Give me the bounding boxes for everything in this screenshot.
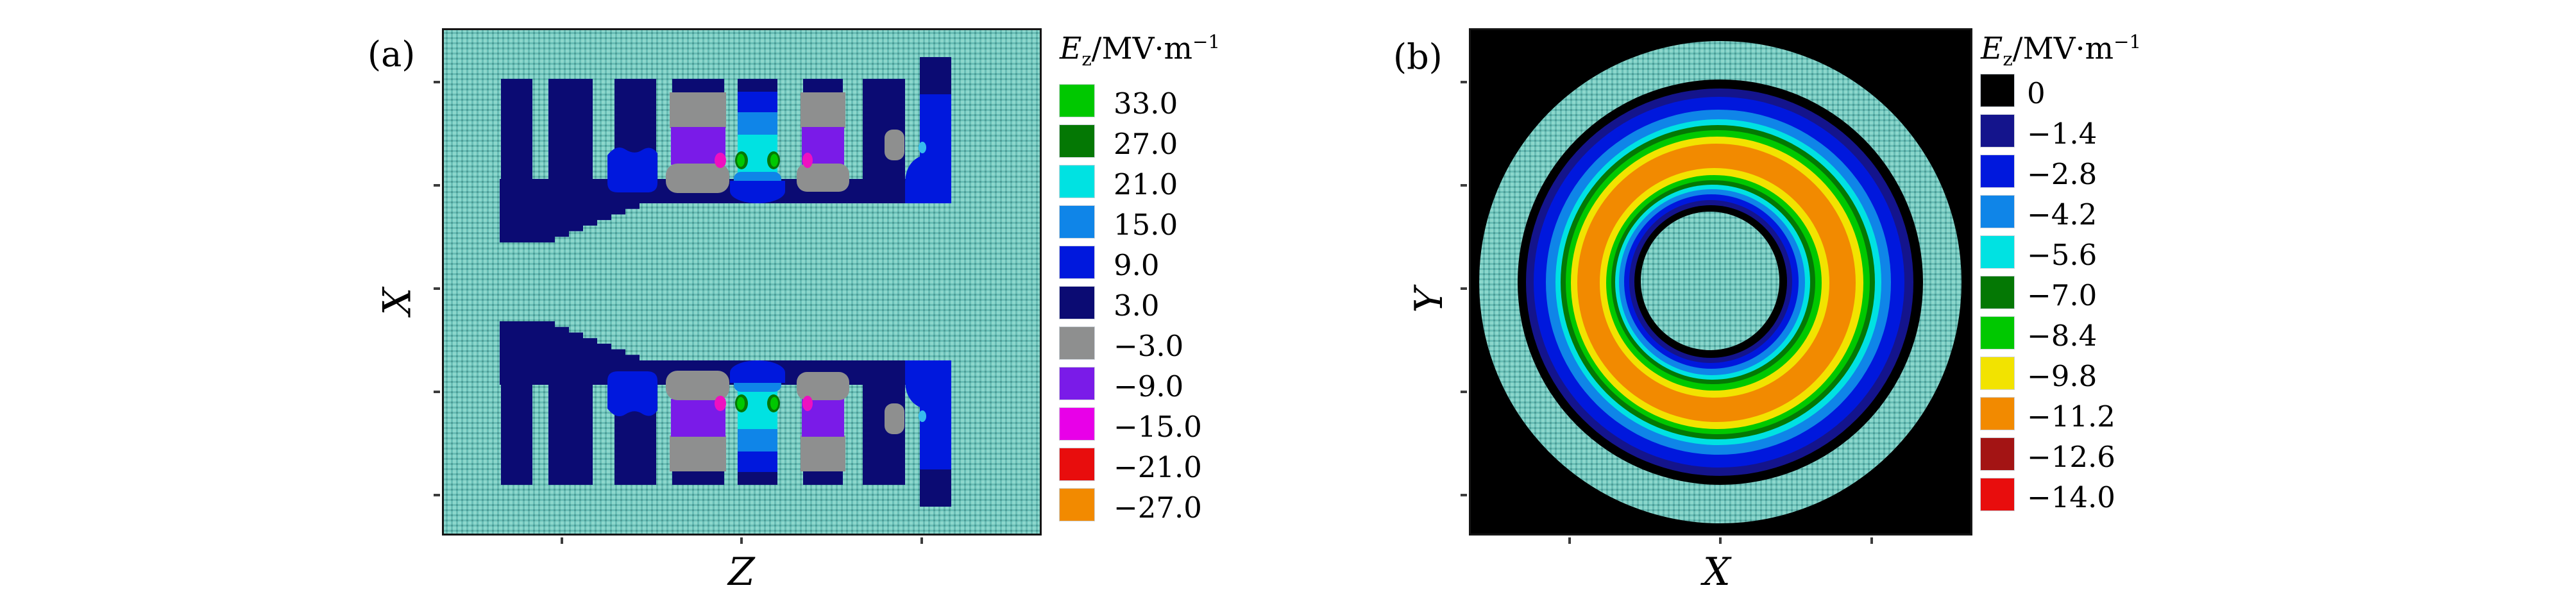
- legend-swatch: [1060, 448, 1094, 480]
- legend-row: −9.0: [1060, 367, 1220, 408]
- legend-swatch: [1981, 437, 2014, 470]
- legend-unit: /MV·m: [1091, 31, 1193, 67]
- legend-row: 0: [1981, 74, 2141, 115]
- panel-a-x-axis-label: Z: [728, 550, 755, 595]
- legend-subscript: z: [2003, 48, 2013, 71]
- legend-row: 9.0: [1060, 246, 1220, 287]
- legend-swatch: [1060, 367, 1094, 400]
- panel-a-plot: [434, 28, 1042, 544]
- legend-value: −4.2: [2027, 197, 2097, 232]
- panel-b-field-rings: [1479, 41, 1962, 523]
- legend-unit: /MV·m: [2012, 31, 2114, 67]
- legend-value: −1.4: [2027, 116, 2097, 151]
- panel-b-legend-title: Ez/MV·m−1: [1981, 32, 2141, 69]
- legend-swatch: [1981, 195, 2014, 228]
- legend-value: −15.0: [1114, 409, 1202, 444]
- legend-value: −27.0: [1114, 490, 1202, 525]
- legend-value: 9.0: [1114, 248, 1160, 282]
- legend-swatch: [1981, 478, 2014, 510]
- legend-value: −12.6: [2027, 439, 2115, 474]
- panel-a-legend-rows: 33.0 27.0 21.0 15.0 9.0 3.0 −3.0 −9.0 −15.0 −21.0…: [1060, 84, 1220, 529]
- legend-symbol: E: [1060, 31, 1082, 67]
- panel-b-x-axis-label: X: [1703, 550, 1731, 595]
- panel-a-label: (a): [368, 34, 416, 74]
- legend-swatch: [1981, 276, 2014, 308]
- panel-a-legend-title: Ez/MV·m−1: [1060, 32, 1220, 69]
- legend-swatch: [1981, 155, 2014, 187]
- panel-a-y-axis-label: X: [375, 287, 420, 316]
- legend-swatch: [1060, 124, 1094, 157]
- panel-a-frame: [442, 28, 1042, 536]
- legend-row: −4.2: [1981, 195, 2141, 236]
- legend-exponent: −1: [2114, 31, 2142, 53]
- legend-swatch: [1060, 205, 1094, 238]
- legend-swatch: [1981, 316, 2014, 349]
- legend-row: 27.0: [1060, 124, 1220, 165]
- legend-value: 33.0: [1114, 86, 1178, 121]
- legend-row: −11.2: [1981, 397, 2141, 438]
- legend-row: −12.6: [1981, 437, 2141, 478]
- legend-swatch: [1060, 165, 1094, 198]
- legend-swatch: [1981, 114, 2014, 147]
- legend-value: −2.8: [2027, 156, 2097, 191]
- legend-value: −3.0: [1114, 328, 1184, 363]
- legend-swatch: [1060, 326, 1094, 359]
- legend-row: −1.4: [1981, 114, 2141, 155]
- legend-row: −2.8: [1981, 155, 2141, 196]
- legend-swatch: [1060, 84, 1094, 117]
- legend-row: 21.0: [1060, 165, 1220, 206]
- panel-b-y-axis-label: Y: [1406, 287, 1452, 313]
- legend-value: −9.8: [2027, 359, 2097, 393]
- legend-swatch: [1981, 397, 2014, 430]
- legend-swatch: [1060, 246, 1094, 278]
- panel-b-ticks: [1461, 81, 1873, 544]
- legend-value: −14.0: [2027, 480, 2115, 514]
- legend-subscript: z: [1081, 48, 1092, 71]
- legend-row: −21.0: [1060, 448, 1220, 489]
- legend-value: −11.2: [2027, 399, 2115, 434]
- legend-row: −5.6: [1981, 235, 2141, 276]
- legend-row: −3.0: [1060, 326, 1220, 367]
- legend-value: −5.6: [2027, 237, 2097, 272]
- legend-row: −27.0: [1060, 488, 1220, 529]
- panel-b-label: (b): [1393, 37, 1443, 77]
- legend-value: 3.0: [1114, 288, 1160, 323]
- legend-value: 21.0: [1114, 167, 1178, 201]
- panel-b-legend: Ez/MV·m−1 0 −1.4 −2.8 −4.2 −5.6 −7.0 −8.4 −9.8 −…: [1981, 32, 2141, 519]
- legend-row: −7.0: [1981, 276, 2141, 317]
- legend-row: 3.0: [1060, 286, 1220, 327]
- legend-row: −15.0: [1060, 407, 1220, 448]
- inner-conductor-disc: [1641, 212, 1779, 350]
- legend-row: 33.0: [1060, 84, 1220, 125]
- legend-value: −9.0: [1114, 369, 1184, 403]
- legend-swatch: [1060, 407, 1094, 440]
- panel-b-legend-rows: 0 −1.4 −2.8 −4.2 −5.6 −7.0 −8.4 −9.8 −11.2 −12.6 −…: [1981, 74, 2141, 519]
- legend-swatch: [1060, 286, 1094, 319]
- legend-value: −8.4: [2027, 318, 2097, 353]
- legend-swatch: [1060, 488, 1094, 521]
- panel-a-legend: Ez/MV·m−1 33.0 27.0 21.0 15.0 9.0 3.0 −3.0 −9.0…: [1060, 32, 1220, 529]
- legend-value: 0: [2027, 76, 2046, 110]
- legend-value: −21.0: [1114, 450, 1202, 484]
- legend-row: −8.4: [1981, 316, 2141, 357]
- legend-swatch: [1981, 235, 2014, 268]
- legend-value: 27.0: [1114, 126, 1178, 161]
- legend-row: −14.0: [1981, 478, 2141, 519]
- panel-b-frame: [1469, 28, 1972, 536]
- legend-row: −9.8: [1981, 357, 2141, 398]
- legend-value: 15.0: [1114, 207, 1178, 242]
- panel-a-ticks: [434, 81, 923, 544]
- legend-symbol: E: [1981, 31, 2003, 67]
- legend-swatch: [1981, 357, 2014, 389]
- legend-exponent: −1: [1192, 31, 1221, 53]
- legend-value: −7.0: [2027, 278, 2097, 312]
- legend-row: 15.0: [1060, 205, 1220, 246]
- legend-swatch: [1981, 74, 2014, 106]
- panel-b-plot: [1461, 28, 1972, 544]
